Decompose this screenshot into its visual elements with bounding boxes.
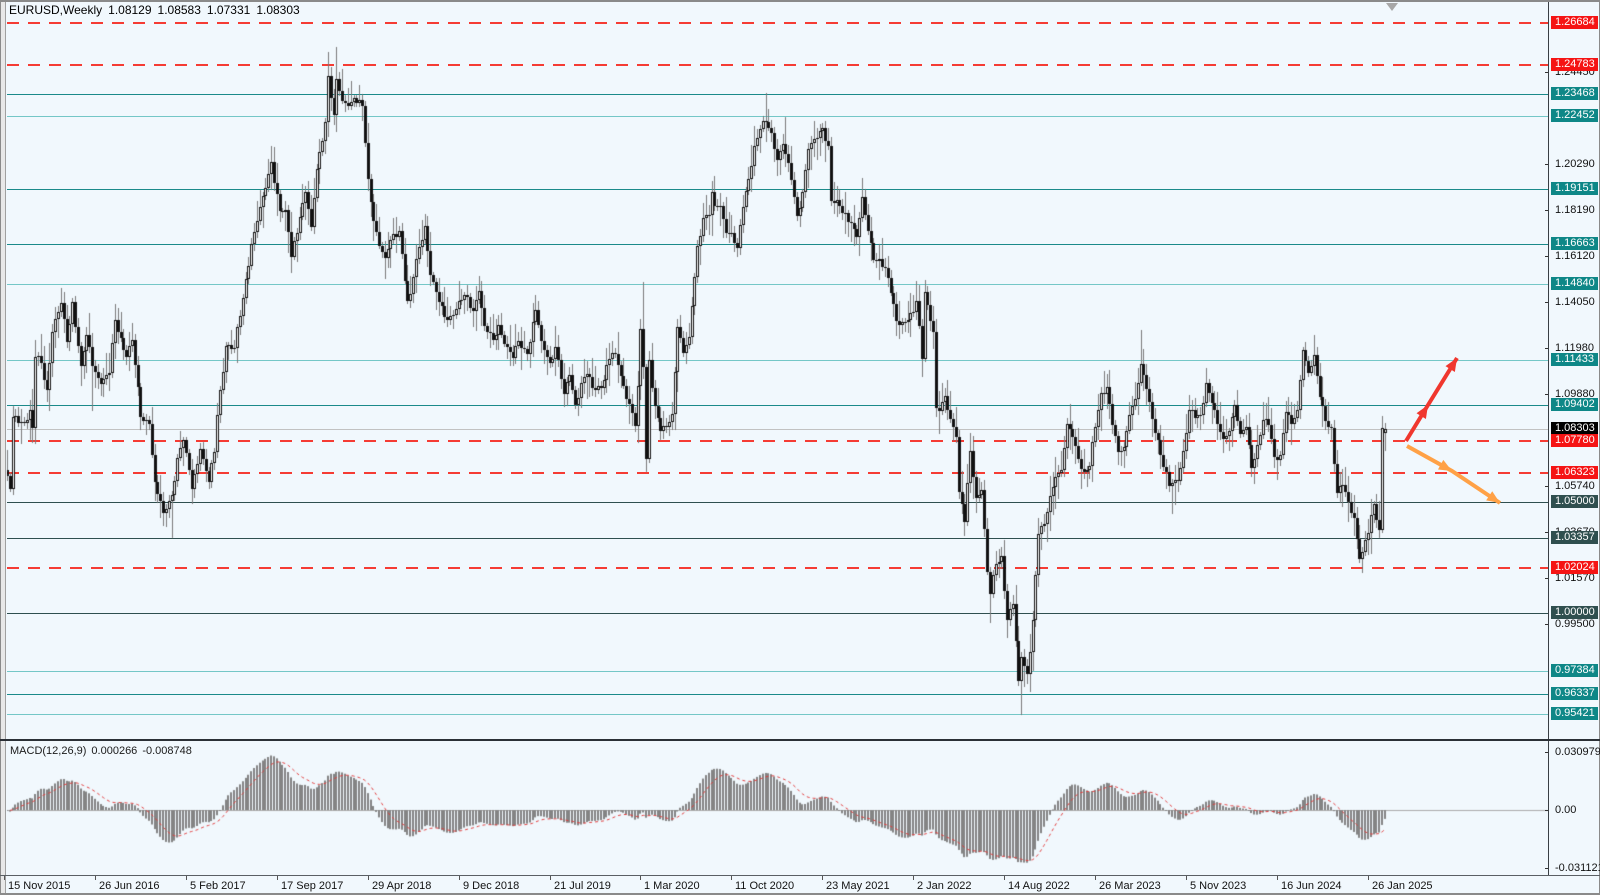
price-axis-tick: [1545, 210, 1549, 211]
date-axis-tick: [1004, 876, 1005, 880]
macd-signal-value: -0.008748: [142, 745, 192, 757]
price-level-label-1.03357: 1.03357: [1551, 531, 1598, 544]
price-level-label-1.26684: 1.26684: [1551, 16, 1598, 29]
date-axis-tick: [186, 876, 187, 880]
price-level-label-1.02024: 1.02024: [1551, 561, 1598, 574]
macd-axis-tick: [1545, 752, 1549, 753]
price-level-label-0.97384: 0.97384: [1551, 664, 1598, 677]
low-value: 1.07331: [206, 3, 251, 17]
price-axis-tick: [1545, 486, 1549, 487]
date-label: 1 Mar 2020: [644, 880, 700, 892]
price-axis-tick: [1545, 624, 1549, 625]
price-level-label-0.95421: 0.95421: [1551, 707, 1598, 720]
date-axis-tick: [1277, 876, 1278, 880]
chart-ohlc-header: EURUSD,Weekly 1.08129 1.08583 1.07331 1.0830…: [9, 3, 306, 17]
date-label: 14 Aug 2022: [1008, 880, 1070, 892]
price-level-label-1.19151: 1.19151: [1551, 182, 1598, 195]
price-level-label-1.07780: 1.07780: [1551, 434, 1598, 447]
price-level-label-1.06323: 1.06323: [1551, 466, 1598, 479]
price-axis-tick: [1545, 532, 1549, 533]
date-label: 9 Dec 2018: [463, 880, 520, 892]
price-axis-tick: [1545, 256, 1549, 257]
price-axis-tick: [1545, 164, 1549, 165]
date-label: 5 Nov 2023: [1190, 880, 1247, 892]
date-axis-tick: [368, 876, 369, 880]
date-axis-tick: [4, 876, 5, 880]
price-level-label-1.05000: 1.05000: [1551, 495, 1598, 508]
price-level-label-0.96337: 0.96337: [1551, 687, 1598, 700]
price-level-label-1.11433: 1.11433: [1551, 353, 1598, 366]
date-label: 29 Apr 2018: [372, 880, 432, 892]
date-axis-tick: [1368, 876, 1369, 880]
high-value: 1.08583: [157, 3, 201, 17]
date-label: 26 Jun 2016: [99, 880, 160, 892]
price-level-label-1.14840: 1.14840: [1551, 277, 1598, 290]
date-label: 5 Feb 2017: [190, 880, 246, 892]
chart-shift-marker-icon[interactable]: [1386, 3, 1398, 11]
price-axis-line: [1548, 2, 1549, 875]
date-axis-tick: [550, 876, 551, 880]
price-axis-tick: [1545, 394, 1549, 395]
macd-axis-label: -0.031121: [1555, 862, 1600, 874]
date-axis-tick: [731, 876, 732, 880]
date-label: 21 Jul 2019: [554, 880, 611, 892]
price-level-label-1.08303: 1.08303: [1551, 422, 1598, 435]
date-label: 11 Oct 2020: [735, 880, 795, 892]
price-tick-label: 1.05740: [1555, 480, 1595, 492]
price-tick-label: 1.14050: [1555, 296, 1595, 308]
date-axis-tick: [640, 876, 641, 880]
price-tick-label: 0.99500: [1555, 618, 1595, 630]
date-axis-separator: [0, 875, 1600, 876]
price-tick-label: 1.11980: [1555, 342, 1594, 354]
macd-axis-label: 0.00: [1555, 804, 1577, 816]
date-axis-tick: [913, 876, 914, 880]
macd-axis-label: 0.030979: [1555, 746, 1600, 758]
date-label: 16 Jun 2024: [1281, 880, 1342, 892]
macd-indicator-label: MACD(12,26,9) 0.000266 -0.008748: [10, 745, 197, 757]
price-level-label-1.22452: 1.22452: [1551, 109, 1598, 122]
price-tick-label: 1.09880: [1555, 388, 1595, 400]
date-label: 2 Jan 2022: [917, 880, 972, 892]
date-axis-tick: [1186, 876, 1187, 880]
price-axis-tick: [1545, 348, 1549, 349]
date-label: 26 Jan 2025: [1372, 880, 1433, 892]
price-tick-label: 1.16120: [1555, 250, 1595, 262]
date-axis-tick: [277, 876, 278, 880]
price-level-label-1.23468: 1.23468: [1551, 87, 1598, 100]
symbol-period-label: EURUSD,Weekly: [9, 3, 103, 17]
price-tick-label: 1.01570: [1555, 572, 1595, 584]
date-axis-tick: [1095, 876, 1096, 880]
macd-title: MACD(12,26,9): [10, 745, 87, 757]
date-axis-tick: [822, 876, 823, 880]
date-label: 17 Sep 2017: [281, 880, 344, 892]
price-axis-tick: [1545, 578, 1549, 579]
price-tick-label: 1.20290: [1555, 158, 1595, 170]
price-level-label-1.24783: 1.24783: [1551, 58, 1598, 71]
macd-axis-tick: [1545, 868, 1549, 869]
price-axis-tick: [1545, 302, 1549, 303]
date-label: 15 Nov 2015: [8, 880, 71, 892]
price-axis-tick: [1545, 72, 1549, 73]
price-tick-label: 1.18190: [1555, 204, 1595, 216]
open-value: 1.08129: [108, 3, 152, 17]
main-macd-separator[interactable]: [0, 739, 1600, 741]
price-level-label-1.16663: 1.16663: [1551, 237, 1598, 250]
date-axis-tick: [95, 876, 96, 880]
price-level-label-1.00000: 1.00000: [1551, 606, 1598, 619]
date-axis-tick: [459, 876, 460, 880]
price-level-label-1.09402: 1.09402: [1551, 398, 1598, 411]
date-label: 26 Mar 2023: [1099, 880, 1161, 892]
close-value: 1.08303: [256, 3, 300, 17]
macd-main-value: 0.000266: [91, 745, 138, 757]
date-label: 23 May 2021: [826, 880, 890, 892]
macd-axis-tick: [1545, 810, 1549, 811]
